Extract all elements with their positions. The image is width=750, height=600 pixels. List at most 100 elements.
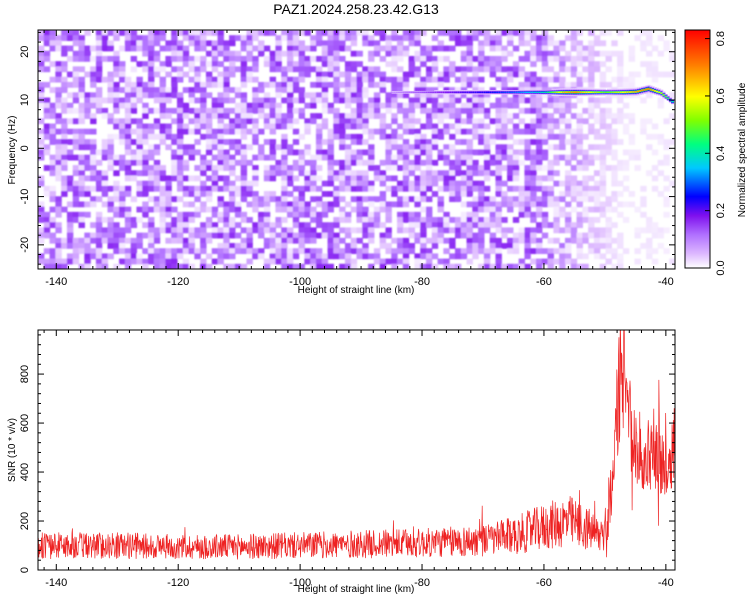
heatmap-cell <box>44 108 50 114</box>
heatmap-cell <box>409 217 415 223</box>
heatmap-cell <box>467 118 473 124</box>
heatmap-cell <box>461 40 467 46</box>
heatmap-cell <box>44 103 50 109</box>
heatmap-cell <box>90 196 96 202</box>
heatmap-cell <box>559 144 565 150</box>
heatmap-cell <box>646 40 652 46</box>
heatmap-cell <box>594 227 600 233</box>
heatmap-cell <box>443 212 449 218</box>
heatmap-cell <box>414 181 420 187</box>
heatmap-cell <box>79 40 85 46</box>
heatmap-cell <box>223 98 229 104</box>
heatmap-cell <box>310 35 316 41</box>
heatmap-cell <box>409 243 415 249</box>
heatmap-cell <box>328 82 334 88</box>
heatmap-cell <box>171 248 177 254</box>
heatmap-cell <box>449 61 455 67</box>
heatmap-cell <box>588 82 594 88</box>
heatmap-cell <box>368 56 374 62</box>
heatmap-cell <box>495 150 501 156</box>
heatmap-cell <box>524 212 530 218</box>
heatmap-cell <box>96 51 102 57</box>
heatmap-cell <box>565 253 571 259</box>
heatmap-cell <box>50 77 56 83</box>
heatmap-cell <box>96 40 102 46</box>
heatmap-cell <box>524 170 530 176</box>
heatmap-cell <box>287 181 293 187</box>
heatmap-cell <box>611 222 617 228</box>
heatmap-cell <box>438 207 444 213</box>
heatmap-cell <box>50 186 56 192</box>
heatmap-cell <box>79 160 85 166</box>
heatmap-cell <box>183 160 189 166</box>
heatmap-cell <box>490 61 496 67</box>
heatmap-cell <box>67 259 73 265</box>
heatmap-cell <box>38 181 44 187</box>
heatmap-cell <box>113 35 119 41</box>
heatmap-cell <box>194 207 200 213</box>
heatmap-cell <box>600 124 606 130</box>
heatmap-cell <box>420 77 426 83</box>
heatmap-cell <box>275 66 281 72</box>
heatmap-cell <box>316 113 322 119</box>
heatmap-cell <box>351 207 357 213</box>
heatmap-cell <box>588 175 594 181</box>
heatmap-cell <box>611 238 617 244</box>
heatmap-cell <box>107 92 113 98</box>
heatmap-cell <box>536 51 542 57</box>
heatmap-cell <box>235 139 241 145</box>
heatmap-cell <box>96 56 102 62</box>
heatmap-cell <box>634 248 640 254</box>
heatmap-cell <box>467 56 473 62</box>
heatmap-cell <box>368 165 374 171</box>
heatmap-cell <box>287 191 293 197</box>
heatmap-cell <box>148 207 154 213</box>
heatmap-cell <box>241 165 247 171</box>
heatmap-cell <box>409 113 415 119</box>
heatmap-cell <box>287 87 293 93</box>
heatmap-cell <box>90 175 96 181</box>
heatmap-cell <box>258 212 264 218</box>
heatmap-cell <box>362 227 368 233</box>
heatmap-cell <box>478 129 484 135</box>
heatmap-cell <box>171 40 177 46</box>
heatmap-cell <box>107 222 113 228</box>
heatmap-cell <box>629 82 635 88</box>
heatmap-cell <box>90 56 96 62</box>
heatmap-cell <box>582 253 588 259</box>
heatmap-cell <box>351 30 357 36</box>
heatmap-cell <box>536 243 542 249</box>
heatmap-cell <box>107 196 113 202</box>
heatmap-cell <box>420 217 426 223</box>
heatmap-cell <box>333 129 339 135</box>
heatmap-cell <box>449 108 455 114</box>
heatmap-cell <box>206 30 212 36</box>
heatmap-cell <box>206 175 212 181</box>
heatmap-cell <box>519 118 525 124</box>
heatmap-cell <box>472 233 478 239</box>
heatmap-cell <box>640 118 646 124</box>
heatmap-cell <box>171 160 177 166</box>
heatmap-cell <box>333 253 339 259</box>
heatmap-cell <box>310 259 316 265</box>
heatmap-cell <box>67 233 73 239</box>
heatmap-cell <box>339 165 345 171</box>
heatmap-cell <box>478 217 484 223</box>
heatmap-cell <box>55 165 61 171</box>
heatmap-cell <box>194 35 200 41</box>
heatmap-cell <box>270 170 276 176</box>
heatmap-cell <box>559 212 565 218</box>
heatmap-cell <box>160 139 166 145</box>
heatmap-cell <box>391 56 397 62</box>
heatmap-cell <box>96 222 102 228</box>
heatmap-cell <box>241 248 247 254</box>
heatmap-cell <box>345 248 351 254</box>
heatmap-cell <box>339 35 345 41</box>
heatmap-cell <box>403 238 409 244</box>
heatmap-cell <box>252 253 258 259</box>
heatmap-cell <box>293 150 299 156</box>
spectrogram-panel: -140-120-100-80-60-40 -20-1001020 Height… <box>7 30 676 296</box>
heatmap-cell <box>322 56 328 62</box>
heatmap-cell <box>478 98 484 104</box>
heatmap-cell <box>351 51 357 57</box>
